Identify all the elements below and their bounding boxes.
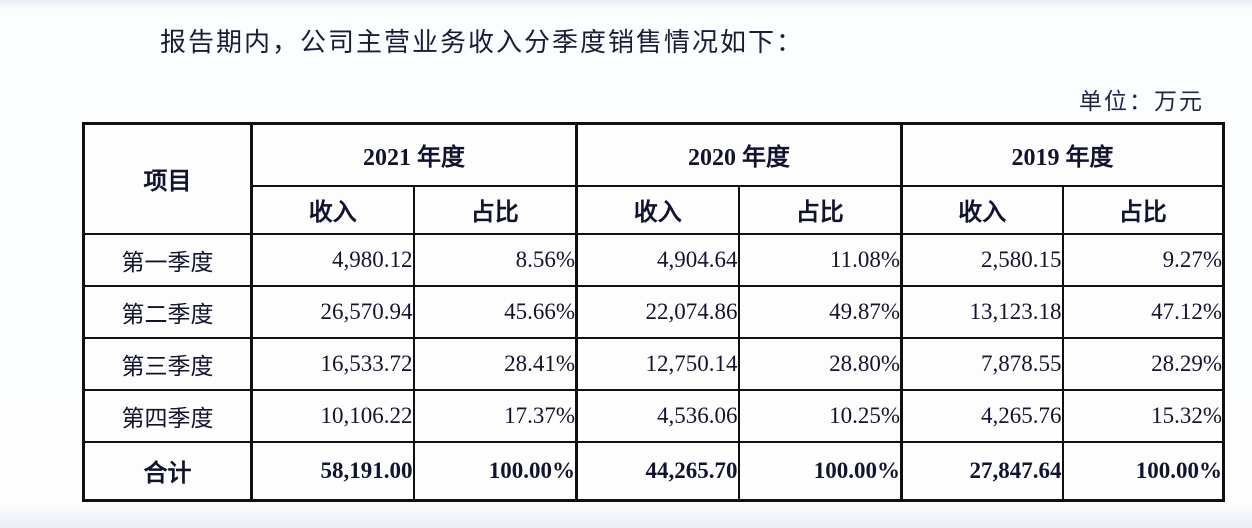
share-2019-total: 100.00% <box>1061 440 1225 502</box>
row-label: 第四季度 <box>82 388 253 443</box>
header-share-2019: 占比 <box>1061 184 1225 235</box>
income-2019-q2: 13,123.18 <box>900 284 1064 339</box>
table-row-total: 合计 58,191.00 100.00% 44,265.70 100.00% 2… <box>82 440 1225 502</box>
share-2020-q3: 28.80% <box>737 336 903 391</box>
income-2020-q1: 4,904.64 <box>575 232 740 287</box>
table-row-q1: 第一季度 4,980.12 8.56% 4,904.64 11.08% 2,58… <box>82 232 1225 287</box>
quarterly-revenue-table: 项目 2021 年度 2020 年度 2019 年度 收入 占比 收入 占比 收… <box>82 122 1225 502</box>
income-2019-q4: 4,265.76 <box>900 388 1064 443</box>
table-header-sub-row: 收入 占比 收入 占比 收入 占比 <box>84 184 1225 235</box>
header-year-2020: 2020 年度 <box>575 122 903 187</box>
share-2021-q4: 17.37% <box>412 388 578 443</box>
income-2019-q3: 7,878.55 <box>900 336 1064 391</box>
table-row-q3: 第三季度 16,533.72 28.41% 12,750.14 28.80% 7… <box>82 336 1225 391</box>
section-title: 报告期内，公司主营业务收入分季度销售情况如下： <box>160 28 805 57</box>
income-2020-q2: 22,074.86 <box>575 284 740 339</box>
header-year-2019: 2019 年度 <box>900 122 1225 187</box>
share-2020-q2: 49.87% <box>737 284 903 339</box>
share-2020-q4: 10.25% <box>737 388 903 443</box>
row-label: 第一季度 <box>82 232 253 287</box>
total-label: 合计 <box>82 440 253 502</box>
income-2019-total: 27,847.64 <box>900 440 1064 502</box>
header-item: 项目 <box>82 122 253 235</box>
income-2021-q1: 4,980.12 <box>250 232 415 287</box>
income-2021-q3: 16,533.72 <box>250 336 415 391</box>
share-2021-total: 100.00% <box>412 440 578 502</box>
row-label: 第二季度 <box>82 284 253 339</box>
share-2019-q2: 47.12% <box>1061 284 1225 339</box>
header-year-2021: 2021 年度 <box>250 122 578 187</box>
income-2019-q1: 2,580.15 <box>900 232 1064 287</box>
header-share-2021: 占比 <box>412 184 578 235</box>
table-row-q2: 第二季度 26,570.94 45.66% 22,074.86 49.87% 1… <box>82 284 1225 339</box>
share-2019-q4: 15.32% <box>1061 388 1225 443</box>
share-2021-q1: 8.56% <box>412 232 578 287</box>
income-2020-q4: 4,536.06 <box>575 388 740 443</box>
share-2020-q1: 11.08% <box>737 232 903 287</box>
share-2020-total: 100.00% <box>737 440 903 502</box>
row-label: 第三季度 <box>82 336 253 391</box>
header-income-2020: 收入 <box>575 184 740 235</box>
income-2021-q2: 26,570.94 <box>250 284 415 339</box>
header-share-2020: 占比 <box>737 184 903 235</box>
unit-label: 单位：万元 <box>1079 89 1204 114</box>
income-2020-total: 44,265.70 <box>575 440 740 502</box>
share-2019-q3: 28.29% <box>1061 336 1225 391</box>
header-income-2021: 收入 <box>250 184 415 235</box>
table-row-q4: 第四季度 10,106.22 17.37% 4,536.06 10.25% 4,… <box>82 388 1225 443</box>
share-2019-q1: 9.27% <box>1061 232 1225 287</box>
header-income-2019: 收入 <box>900 184 1064 235</box>
income-2021-total: 58,191.00 <box>250 440 415 502</box>
share-2021-q2: 45.66% <box>412 284 578 339</box>
income-2020-q3: 12,750.14 <box>575 336 740 391</box>
table-header-year-row: 项目 2021 年度 2020 年度 2019 年度 <box>82 122 1225 235</box>
share-2021-q3: 28.41% <box>412 336 578 391</box>
income-2021-q4: 10,106.22 <box>250 388 415 443</box>
